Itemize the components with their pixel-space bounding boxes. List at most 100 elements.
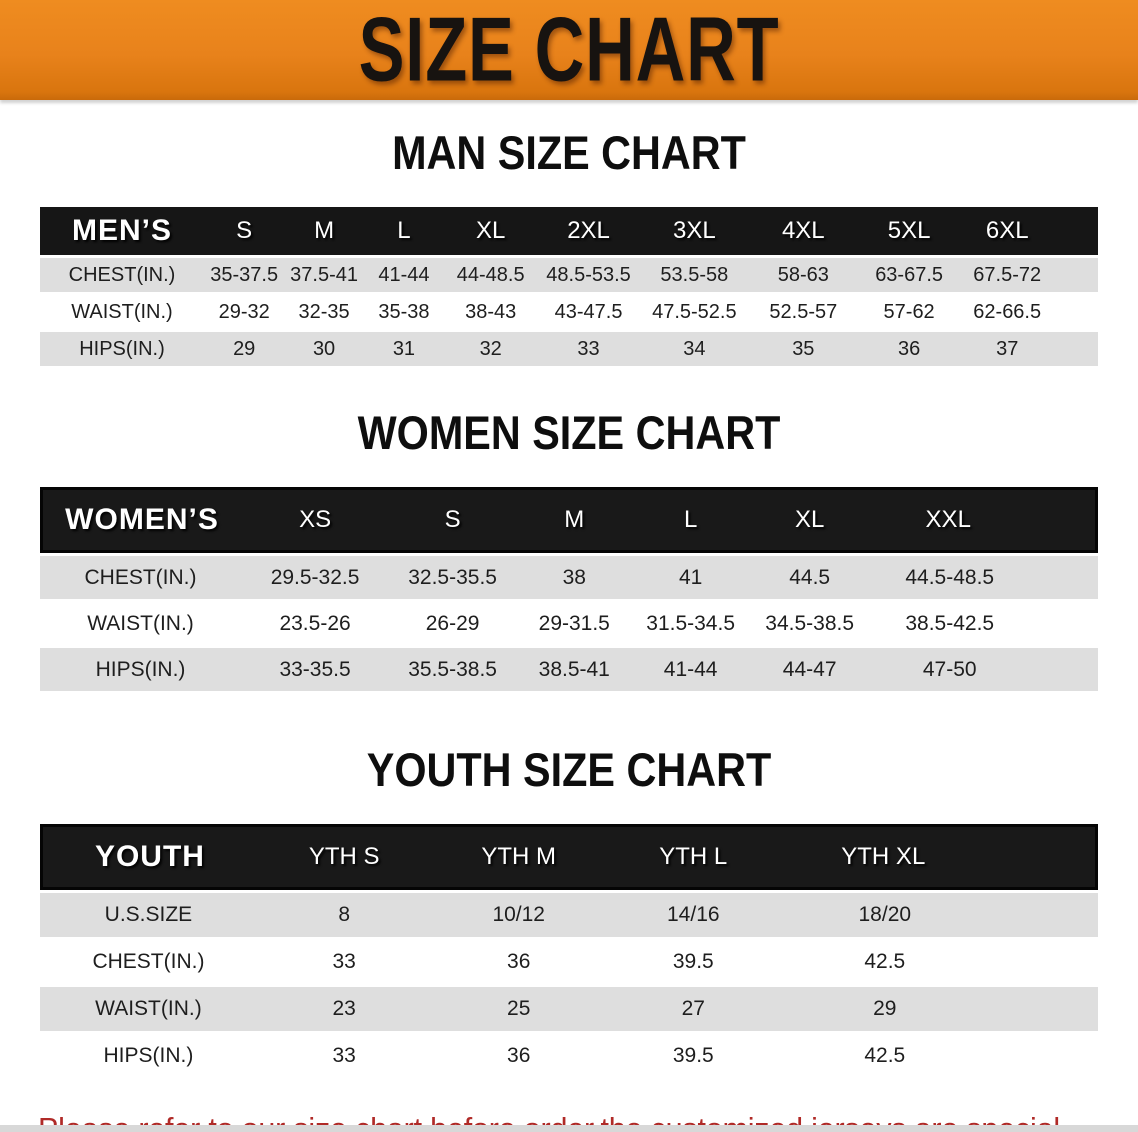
row-label: WAIST(IN.) bbox=[40, 295, 204, 329]
table-row: HIPS(IN.) 33 36 39.5 42.5 bbox=[40, 1034, 1098, 1078]
row-label: HIPS(IN.) bbox=[40, 332, 204, 366]
table-row: HIPS(IN.) 33-35.5 35.5-38.5 38.5-41 41-4… bbox=[40, 648, 1098, 691]
size-cell: 38.5-41 bbox=[516, 648, 633, 691]
size-cell: 34.5-38.5 bbox=[748, 602, 871, 645]
column-header: 4XL bbox=[748, 207, 858, 255]
column-header: YTH M bbox=[431, 824, 606, 890]
size-cell: 32 bbox=[444, 332, 538, 366]
size-cell: 34 bbox=[639, 332, 749, 366]
row-label: CHEST(IN.) bbox=[40, 258, 204, 292]
column-header: XS bbox=[241, 487, 390, 553]
size-cell: 27 bbox=[606, 987, 781, 1031]
column-header: S bbox=[203, 207, 285, 255]
row-label: WAIST(IN.) bbox=[40, 602, 242, 645]
size-cell: 35.5-38.5 bbox=[389, 648, 517, 691]
table-row: HIPS(IN.) 29 30 31 32 33 34 35 36 37 bbox=[40, 332, 1098, 366]
size-cell: 29-32 bbox=[203, 295, 285, 329]
size-cell: 44-47 bbox=[748, 648, 871, 691]
size-cell: 18/20 bbox=[780, 893, 1098, 937]
size-cell: 58-63 bbox=[748, 258, 858, 292]
youth-section-title: YOUTH SIZE CHART bbox=[366, 743, 772, 796]
table-row: U.S.SIZE 8 10/12 14/16 18/20 bbox=[40, 893, 1098, 937]
women-size-table: WOMEN’S XS S M L XL XXL CHEST(IN.) 29.5-… bbox=[40, 484, 1098, 694]
size-cell: 37 bbox=[960, 332, 1098, 366]
size-cell: 37.5-41 bbox=[284, 258, 364, 292]
column-header: XXL bbox=[870, 487, 1098, 553]
row-label: HIPS(IN.) bbox=[40, 1034, 257, 1078]
table-row: WAIST(IN.) 23 25 27 29 bbox=[40, 987, 1098, 1031]
column-header: 6XL bbox=[960, 207, 1098, 255]
column-header: S bbox=[389, 487, 517, 553]
size-cell: 57-62 bbox=[857, 295, 961, 329]
column-header: L bbox=[363, 207, 445, 255]
table-row: CHEST(IN.) 33 36 39.5 42.5 bbox=[40, 940, 1098, 984]
size-cell: 29-31.5 bbox=[516, 602, 633, 645]
youth-section: YOUTH SIZE CHART YOUTH YTH S YTH M YTH L… bbox=[0, 694, 1138, 1081]
size-cell: 36 bbox=[431, 1034, 606, 1078]
women-section: WOMEN SIZE CHART WOMEN’S XS S M L XL XXL bbox=[0, 369, 1138, 694]
women-header-row: WOMEN’S XS S M L XL XXL bbox=[40, 487, 1098, 553]
column-header: M bbox=[284, 207, 364, 255]
row-label: CHEST(IN.) bbox=[40, 940, 257, 984]
size-cell: 42.5 bbox=[780, 940, 1098, 984]
size-cell: 30 bbox=[284, 332, 364, 366]
column-header: 5XL bbox=[857, 207, 961, 255]
banner: SIZE CHART bbox=[0, 0, 1138, 100]
size-cell: 29 bbox=[203, 332, 285, 366]
size-cell: 38.5-42.5 bbox=[870, 602, 1098, 645]
size-cell: 32.5-35.5 bbox=[389, 556, 517, 599]
women-section-title: WOMEN SIZE CHART bbox=[357, 406, 781, 459]
size-cell: 38-43 bbox=[444, 295, 538, 329]
column-header: YTH XL bbox=[780, 824, 1098, 890]
column-header: YTH S bbox=[256, 824, 432, 890]
column-header: L bbox=[632, 487, 749, 553]
size-cell: 33 bbox=[537, 332, 640, 366]
size-cell: 31 bbox=[363, 332, 445, 366]
size-cell: 23.5-26 bbox=[241, 602, 390, 645]
size-cell: 41-44 bbox=[363, 258, 445, 292]
size-cell: 35 bbox=[748, 332, 858, 366]
row-label: U.S.SIZE bbox=[40, 893, 257, 937]
size-cell: 33-35.5 bbox=[241, 648, 390, 691]
size-cell: 8 bbox=[256, 893, 432, 937]
men-section: MAN SIZE CHART MEN’S S M L XL 2XL 3XL 4X… bbox=[0, 100, 1138, 369]
column-header: 3XL bbox=[639, 207, 749, 255]
table-row: WAIST(IN.) 23.5-26 26-29 29-31.5 31.5-34… bbox=[40, 602, 1098, 645]
table-row: WAIST(IN.) 29-32 32-35 35-38 38-43 43-47… bbox=[40, 295, 1098, 329]
youth-header-row: YOUTH YTH S YTH M YTH L YTH XL bbox=[40, 824, 1098, 890]
size-cell: 39.5 bbox=[606, 940, 781, 984]
size-cell: 31.5-34.5 bbox=[632, 602, 749, 645]
size-cell: 47-50 bbox=[870, 648, 1098, 691]
column-header: YTH L bbox=[606, 824, 781, 890]
size-cell: 38 bbox=[516, 556, 633, 599]
column-header: XL bbox=[444, 207, 538, 255]
row-label: HIPS(IN.) bbox=[40, 648, 242, 691]
youth-group-label: YOUTH bbox=[40, 824, 257, 890]
size-cell: 44.5-48.5 bbox=[870, 556, 1098, 599]
size-cell: 36 bbox=[857, 332, 961, 366]
size-cell: 63-67.5 bbox=[857, 258, 961, 292]
size-cell: 10/12 bbox=[431, 893, 606, 937]
size-cell: 29 bbox=[780, 987, 1098, 1031]
size-cell: 25 bbox=[431, 987, 606, 1031]
size-cell: 23 bbox=[256, 987, 432, 1031]
men-group-label: MEN’S bbox=[40, 207, 204, 255]
row-label: CHEST(IN.) bbox=[40, 556, 242, 599]
size-cell: 32-35 bbox=[284, 295, 364, 329]
size-cell: 44-48.5 bbox=[444, 258, 538, 292]
size-cell: 39.5 bbox=[606, 1034, 781, 1078]
women-group-label: WOMEN’S bbox=[40, 487, 242, 553]
size-cell: 33 bbox=[256, 1034, 432, 1078]
youth-size-table: YOUTH YTH S YTH M YTH L YTH XL U.S.SIZE … bbox=[40, 821, 1098, 1081]
size-cell: 67.5-72 bbox=[960, 258, 1098, 292]
row-label: WAIST(IN.) bbox=[40, 987, 257, 1031]
size-cell: 53.5-58 bbox=[639, 258, 749, 292]
men-section-title: MAN SIZE CHART bbox=[392, 126, 746, 179]
size-cell: 14/16 bbox=[606, 893, 781, 937]
size-cell: 62-66.5 bbox=[960, 295, 1098, 329]
size-cell: 26-29 bbox=[389, 602, 517, 645]
men-header-row: MEN’S S M L XL 2XL 3XL 4XL 5XL 6XL bbox=[40, 207, 1098, 255]
size-cell: 36 bbox=[431, 940, 606, 984]
size-cell: 33 bbox=[256, 940, 432, 984]
